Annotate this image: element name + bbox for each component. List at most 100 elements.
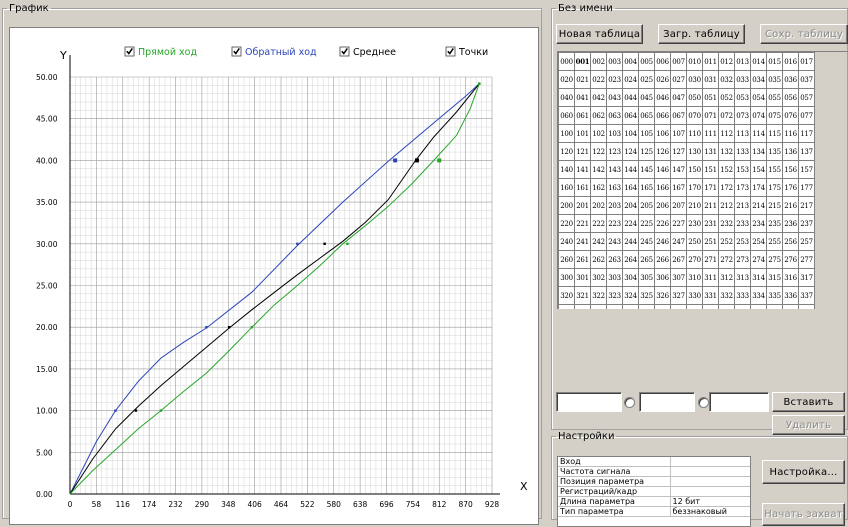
code-cell[interactable]: 076 xyxy=(782,106,799,125)
code-cell[interactable]: 042 xyxy=(590,88,607,107)
code-cell[interactable]: 230 xyxy=(686,214,703,233)
code-cell[interactable]: 027 xyxy=(670,70,687,89)
code-cell[interactable]: 227 xyxy=(670,214,687,233)
code-cell[interactable]: 246 xyxy=(654,232,671,251)
code-cell[interactable]: 151 xyxy=(702,160,719,179)
code-cell[interactable]: 205 xyxy=(638,196,655,215)
code-cell[interactable]: 035 xyxy=(766,70,783,89)
code-cell[interactable]: 130 xyxy=(686,142,703,161)
code-cell[interactable]: 344 xyxy=(622,304,639,309)
code-cell[interactable]: 157 xyxy=(798,160,815,179)
code-cell[interactable]: 074 xyxy=(750,106,767,125)
code-cell[interactable]: 132 xyxy=(718,142,735,161)
code-cell[interactable]: 274 xyxy=(750,250,767,269)
code-cell[interactable]: 071 xyxy=(702,106,719,125)
save-table-button[interactable]: Сохр. таблицу xyxy=(760,24,848,44)
code-cell[interactable]: 135 xyxy=(766,142,783,161)
code-cell[interactable]: 024 xyxy=(622,70,639,89)
code-cell[interactable]: 333 xyxy=(734,286,751,305)
code-cell[interactable]: 251 xyxy=(702,232,719,251)
code-cell[interactable]: 173 xyxy=(734,178,751,197)
code-cell[interactable]: 332 xyxy=(718,286,735,305)
code-cell[interactable]: 152 xyxy=(718,160,735,179)
code-cell[interactable]: 104 xyxy=(622,124,639,143)
code-cell[interactable]: 345 xyxy=(638,304,655,309)
code-cell[interactable]: 120 xyxy=(558,142,575,161)
code-cell[interactable]: 136 xyxy=(782,142,799,161)
code-cell[interactable]: 063 xyxy=(606,106,623,125)
code-cell[interactable]: 050 xyxy=(686,88,703,107)
code-cell[interactable]: 215 xyxy=(766,196,783,215)
code-cell[interactable]: 240 xyxy=(558,232,575,251)
code-cell[interactable]: 143 xyxy=(606,160,623,179)
code-cell[interactable]: 002 xyxy=(590,52,607,71)
code-cell[interactable]: 322 xyxy=(590,286,607,305)
code-cell[interactable]: 300 xyxy=(558,268,575,287)
code-cell[interactable]: 140 xyxy=(558,160,575,179)
code-cell[interactable]: 275 xyxy=(766,250,783,269)
code-cell[interactable]: 036 xyxy=(782,70,799,89)
code-cell[interactable]: 351 xyxy=(702,304,719,309)
code-cell[interactable]: 100 xyxy=(558,124,575,143)
code-cell[interactable]: 103 xyxy=(606,124,623,143)
radio-button-2[interactable] xyxy=(698,397,709,408)
parameter-row[interactable]: Позиция параметра xyxy=(558,476,750,488)
code-cell[interactable]: 202 xyxy=(590,196,607,215)
code-cell[interactable]: 004 xyxy=(622,52,639,71)
code-cell[interactable]: 015 xyxy=(766,52,783,71)
code-cell[interactable]: 206 xyxy=(654,196,671,215)
code-cell[interactable]: 144 xyxy=(622,160,639,179)
code-cell[interactable]: 014 xyxy=(750,52,767,71)
code-cell[interactable]: 243 xyxy=(606,232,623,251)
code-cell[interactable]: 025 xyxy=(638,70,655,89)
code-cell[interactable]: 045 xyxy=(638,88,655,107)
code-cell[interactable]: 102 xyxy=(590,124,607,143)
code-cell[interactable]: 213 xyxy=(734,196,751,215)
code-cell[interactable]: 115 xyxy=(766,124,783,143)
code-cell[interactable]: 124 xyxy=(622,142,639,161)
code-cell[interactable]: 122 xyxy=(590,142,607,161)
code-cell[interactable]: 041 xyxy=(574,88,591,107)
code-cell[interactable]: 052 xyxy=(718,88,735,107)
code-cell[interactable]: 256 xyxy=(782,232,799,251)
code-cell[interactable]: 204 xyxy=(622,196,639,215)
code-cell[interactable]: 016 xyxy=(782,52,799,71)
code-cell[interactable]: 175 xyxy=(766,178,783,197)
code-cell[interactable]: 257 xyxy=(798,232,815,251)
code-cell[interactable]: 305 xyxy=(638,268,655,287)
code-cell[interactable]: 325 xyxy=(638,286,655,305)
code-cell[interactable]: 267 xyxy=(670,250,687,269)
code-cell[interactable]: 357 xyxy=(798,304,815,309)
code-cell[interactable]: 034 xyxy=(750,70,767,89)
code-cell[interactable]: 155 xyxy=(766,160,783,179)
code-cell[interactable]: 335 xyxy=(766,286,783,305)
code-cell[interactable]: 061 xyxy=(574,106,591,125)
code-cell[interactable]: 062 xyxy=(590,106,607,125)
code-cell[interactable]: 314 xyxy=(750,268,767,287)
code-cell[interactable]: 121 xyxy=(574,142,591,161)
code-cell[interactable]: 276 xyxy=(782,250,799,269)
code-cell[interactable]: 310 xyxy=(686,268,703,287)
code-cell[interactable]: 065 xyxy=(638,106,655,125)
code-cell[interactable]: 166 xyxy=(654,178,671,197)
code-cell[interactable]: 312 xyxy=(718,268,735,287)
code-cell[interactable]: 054 xyxy=(750,88,767,107)
code-cell[interactable]: 266 xyxy=(654,250,671,269)
code-cell[interactable]: 055 xyxy=(766,88,783,107)
code-cell[interactable]: 105 xyxy=(638,124,655,143)
code-cell[interactable]: 343 xyxy=(606,304,623,309)
code-cell[interactable]: 131 xyxy=(702,142,719,161)
code-cell[interactable]: 244 xyxy=(622,232,639,251)
code-cell[interactable]: 170 xyxy=(686,178,703,197)
code-cell[interactable]: 073 xyxy=(734,106,751,125)
code-cell[interactable]: 273 xyxy=(734,250,751,269)
code-cell[interactable]: 225 xyxy=(638,214,655,233)
code-cell[interactable]: 253 xyxy=(734,232,751,251)
code-cell[interactable]: 011 xyxy=(702,52,719,71)
code-cell[interactable]: 026 xyxy=(654,70,671,89)
code-cell[interactable]: 067 xyxy=(670,106,687,125)
code-cell[interactable]: 334 xyxy=(750,286,767,305)
code-cell[interactable]: 321 xyxy=(574,286,591,305)
parameter-row[interactable]: Частота сигнала xyxy=(558,466,750,478)
code-cell[interactable]: 133 xyxy=(734,142,751,161)
